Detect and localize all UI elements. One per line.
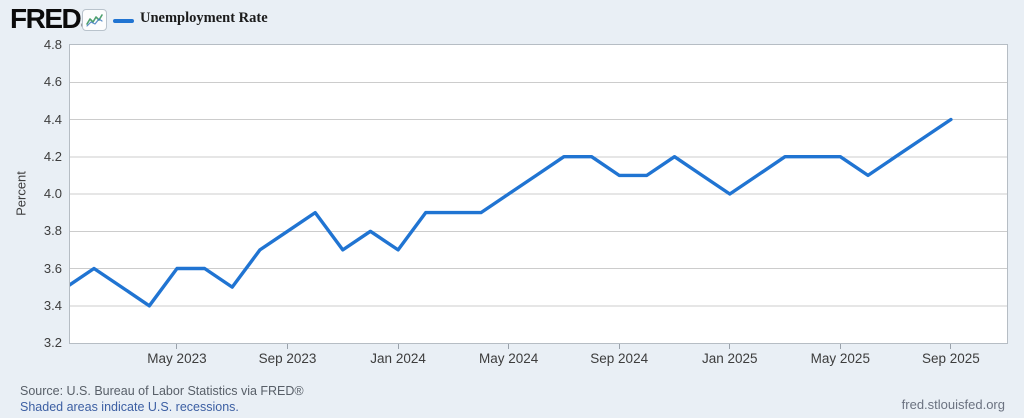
x-axis-tick-label: Jan 2025 — [701, 351, 758, 366]
x-axis-tick-mark — [508, 344, 510, 349]
y-axis-tick-label: 4.6 — [43, 74, 62, 90]
y-axis-tick-label: 4.0 — [43, 186, 62, 201]
fred-logo: FRED® — [10, 3, 87, 35]
x-axis-tick-label: May 2023 — [147, 351, 207, 366]
x-axis-tick-mark — [618, 344, 620, 349]
fred-logo-text: FRED — [10, 3, 82, 34]
x-axis-tick-label: Sep 2023 — [258, 351, 317, 366]
x-axis-tick-mark — [287, 344, 289, 349]
x-axis-tick-mark — [839, 344, 841, 349]
legend-line-swatch — [113, 19, 134, 23]
plot-area[interactable] — [69, 44, 1008, 344]
legend-series-label: Unemployment Rate — [140, 10, 268, 26]
x-axis-tick-label: May 2025 — [810, 351, 870, 366]
fred-logo-chart-icon — [82, 9, 107, 31]
x-axis-tick-mark — [729, 344, 731, 349]
x-axis-tick-label: Sep 2024 — [590, 351, 649, 366]
sparkline-icon — [86, 13, 103, 27]
y-axis-tick-label: 3.8 — [43, 223, 62, 239]
source-note: Source: U.S. Bureau of Labor Statistics … — [20, 384, 304, 398]
fred-url: fred.stlouisfed.org — [901, 397, 1005, 412]
y-axis-tick-label: 3.6 — [43, 260, 62, 276]
x-axis-tick-label: Sep 2025 — [921, 351, 980, 366]
y-axis-tick-label: 4.8 — [43, 37, 62, 52]
x-axis-tick-label: May 2024 — [478, 351, 539, 366]
y-axis-tick-label: 4.2 — [43, 148, 62, 164]
line-chart-svg — [70, 81, 1007, 308]
x-axis-tick-mark — [950, 344, 952, 349]
recessions-link[interactable]: Shaded areas indicate U.S. recessions. — [20, 400, 239, 414]
x-axis-tick-mark — [397, 344, 399, 349]
unemployment-rate-series-line[interactable] — [70, 117, 953, 308]
x-axis-tick-label: Jan 2024 — [370, 351, 426, 366]
y-axis-tick-label: 3.4 — [43, 297, 62, 313]
y-axis-tick-label: 4.4 — [43, 111, 62, 127]
x-axis-tick-mark — [176, 344, 178, 349]
y-axis-tick-label: 3.2 — [43, 335, 62, 350]
